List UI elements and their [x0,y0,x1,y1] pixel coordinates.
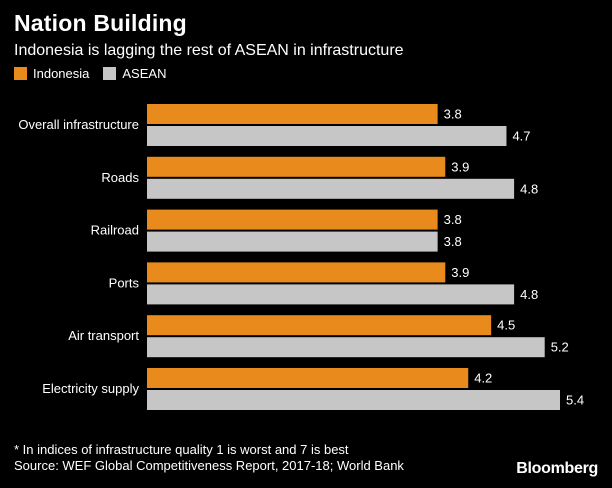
footnote: * In indices of infrastructure quality 1… [14,442,404,474]
value-label-indonesia-overall-infrastructure: 3.8 [444,107,462,122]
legend-label-indonesia: Indonesia [33,66,90,81]
legend-item-indonesia: Indonesia [14,66,89,81]
value-label-indonesia-roads: 3.9 [451,159,469,174]
legend-label-asean: ASEAN [122,66,167,81]
bar-indonesia-electricity-supply [147,368,469,388]
value-label-indonesia-electricity-supply: 4.2 [474,371,492,386]
chart-title: Nation Building [14,10,187,36]
category-label-railroad: Railroad [91,223,139,238]
legend-swatch-asean [103,67,117,80]
bloomberg-logo: Bloomberg [516,460,598,477]
bar-indonesia-air-transport [147,315,492,336]
bar-asean-roads [147,178,515,199]
bar-asean-overall-infrastructure [147,126,507,146]
category-label-overall-infrastructure: Overall infrastructure [18,117,139,132]
chart-subtitle: Indonesia is lagging the rest of ASEAN i… [14,42,404,59]
bar-asean-air-transport [147,337,545,358]
bar-chart: Overall infrastructure 3.8 4.7 Roads 3.9 4.8 R… [18,104,584,410]
bar-indonesia-overall-infrastructure [147,104,438,124]
bar-indonesia-roads [147,156,446,177]
category-label-ports: Ports [109,275,140,290]
bar-asean-ports [147,284,515,305]
category-label-air-transport: Air transport [68,328,139,343]
value-label-indonesia-railroad: 3.8 [444,212,462,227]
footnote-note: * In indices of infrastructure quality 1… [14,442,349,457]
value-label-asean-air-transport: 5.2 [551,340,569,355]
value-label-asean-roads: 4.8 [520,181,538,196]
legend-swatch-indonesia [14,67,27,80]
legend: Indonesia ASEAN [14,66,180,81]
bar-indonesia-railroad [147,209,438,230]
bar-asean-electricity-supply [147,390,560,410]
category-label-roads: Roads [101,170,139,185]
value-label-asean-electricity-supply: 5.4 [566,393,584,408]
value-label-asean-overall-infrastructure: 4.7 [512,129,530,144]
value-label-indonesia-air-transport: 4.5 [497,318,515,333]
legend-item-asean: ASEAN [103,66,166,81]
value-label-asean-ports: 4.8 [520,287,538,302]
footnote-source: Source: WEF Global Competitiveness Repor… [14,458,404,473]
bar-indonesia-ports [147,262,446,283]
value-label-asean-railroad: 3.8 [444,234,462,249]
value-label-indonesia-ports: 3.9 [451,265,469,280]
category-label-electricity-supply: Electricity supply [42,381,139,396]
bar-asean-railroad [147,231,438,252]
